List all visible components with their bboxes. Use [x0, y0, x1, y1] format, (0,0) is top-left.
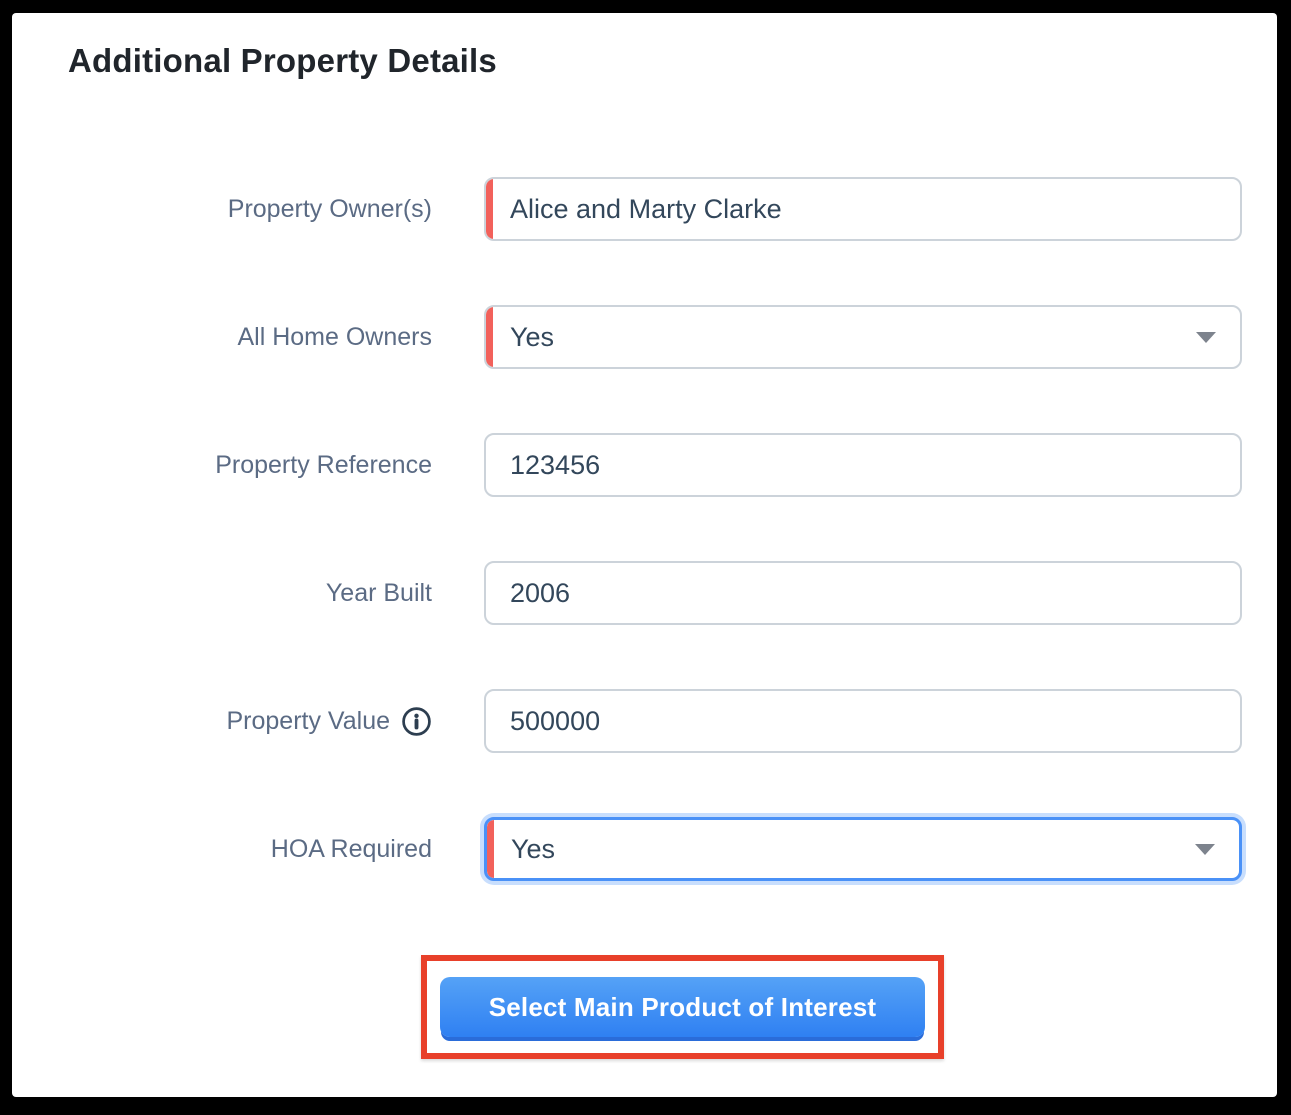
- field-label: HOA Required: [270, 834, 432, 863]
- form-row: All Home Owners Yes: [12, 305, 1277, 369]
- field-value: Alice and Marty Clarke: [510, 193, 782, 224]
- chevron-down-icon: [1196, 332, 1216, 343]
- property-value-input[interactable]: 500000: [484, 689, 1242, 753]
- annotation-highlight-box: Select Main Product of Interest: [421, 955, 944, 1059]
- all-home-owners-select[interactable]: Yes: [484, 305, 1242, 369]
- select-main-product-button[interactable]: Select Main Product of Interest: [440, 977, 925, 1037]
- property-owners-input[interactable]: Alice and Marty Clarke: [484, 177, 1242, 241]
- field-label: Property Reference: [215, 450, 432, 479]
- hoa-required-select[interactable]: Yes: [484, 817, 1242, 881]
- required-accent: [487, 820, 494, 878]
- field-value: Yes: [511, 833, 556, 864]
- form-panel: Additional Property Details Property Own…: [12, 13, 1277, 1097]
- field-label: Property Value: [226, 706, 390, 735]
- field-value: 500000: [510, 705, 601, 736]
- property-reference-input[interactable]: 123456: [484, 433, 1242, 497]
- form-row: Property Reference 123456: [12, 433, 1277, 497]
- form-row: Year Built 2006: [12, 561, 1277, 625]
- year-built-input[interactable]: 2006: [484, 561, 1242, 625]
- field-value: 123456: [510, 449, 601, 480]
- required-accent: [486, 307, 493, 367]
- field-value: Yes: [510, 321, 555, 352]
- form-row: HOA Required Yes: [12, 817, 1277, 881]
- form-row: Property Owner(s) Alice and Marty Clarke: [12, 177, 1277, 241]
- field-value: 2006: [510, 577, 571, 608]
- required-accent: [486, 179, 493, 239]
- field-label: Year Built: [325, 578, 432, 607]
- property-details-form: Property Owner(s) Alice and Marty Clarke…: [12, 177, 1277, 1059]
- field-label: Property Owner(s): [227, 194, 432, 223]
- chevron-down-icon: [1195, 844, 1215, 855]
- page-title: Additional Property Details: [68, 42, 497, 79]
- field-label: All Home Owners: [237, 322, 433, 351]
- form-row: Property Value 500000: [12, 689, 1277, 753]
- info-icon[interactable]: [401, 706, 432, 737]
